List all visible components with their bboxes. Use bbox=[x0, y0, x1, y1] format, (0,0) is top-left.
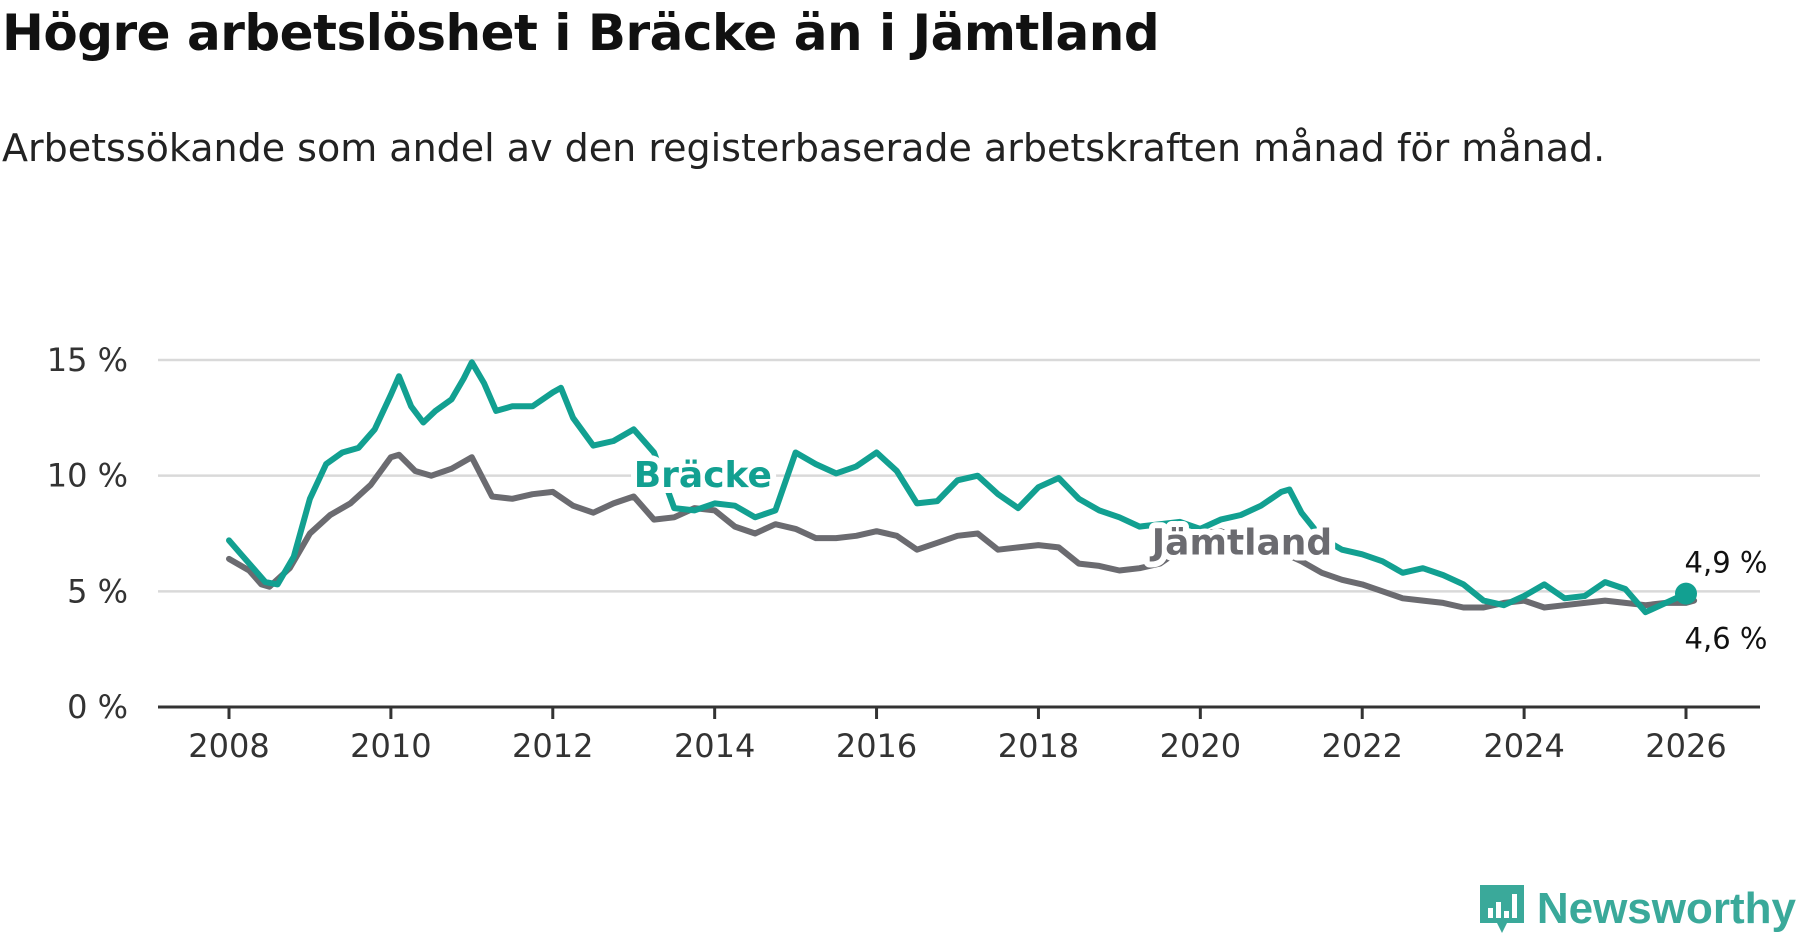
x-tick-label: 2020 bbox=[1160, 727, 1241, 765]
chart-subtitle: Arbetssökande som andel av den registerb… bbox=[2, 126, 1606, 170]
x-tick-label: 2008 bbox=[188, 727, 269, 765]
chart-title: Högre arbetslöshet i Bräcke än i Jämtlan… bbox=[2, 4, 1160, 62]
x-tick-label: 2010 bbox=[350, 727, 431, 765]
x-axis: 2008 2010 2012 2014 2016 2018 2020 2022 2024 2026 bbox=[158, 705, 1760, 765]
newsworthy-logo-icon bbox=[1479, 885, 1524, 933]
x-tick-label: 2024 bbox=[1483, 727, 1564, 765]
y-tick-label: 15 % bbox=[47, 341, 128, 379]
series-label-halo: Bräcke bbox=[634, 455, 772, 496]
series-label-bräcke: Bräcke bbox=[634, 455, 772, 496]
series-label-jämtland: Jämtland bbox=[1149, 522, 1332, 563]
y-tick-label: 10 % bbox=[47, 457, 128, 495]
gridlines bbox=[158, 358, 1760, 593]
end-value-jamtland: 4,6 % bbox=[1685, 622, 1768, 656]
y-tick-label: 5 % bbox=[67, 572, 128, 610]
end-value-bracke: 4,9 % bbox=[1685, 546, 1768, 580]
y-axis-ticks: 0 % 5 % 10 % 15 % bbox=[47, 341, 128, 726]
brand-name: Newsworthy bbox=[1536, 884, 1796, 933]
y-tick-label: 0 % bbox=[67, 688, 128, 726]
x-tick-label: 2022 bbox=[1322, 727, 1403, 765]
end-marker-bracke bbox=[1675, 582, 1697, 605]
series-lines bbox=[226, 359, 1698, 616]
x-tick-label: 2012 bbox=[512, 727, 593, 765]
x-tick-label: 2026 bbox=[1645, 727, 1726, 765]
series-line-bräcke bbox=[226, 359, 1689, 616]
x-tick-label: 2018 bbox=[998, 727, 1079, 765]
newsworthy-brand[interactable]: Newsworthy bbox=[1477, 882, 1796, 936]
series-line-jämtland bbox=[226, 451, 1698, 611]
x-tick-label: 2014 bbox=[674, 727, 755, 765]
x-tick-label: 2016 bbox=[836, 727, 917, 765]
series-label-halo: Jämtland bbox=[1149, 522, 1332, 563]
